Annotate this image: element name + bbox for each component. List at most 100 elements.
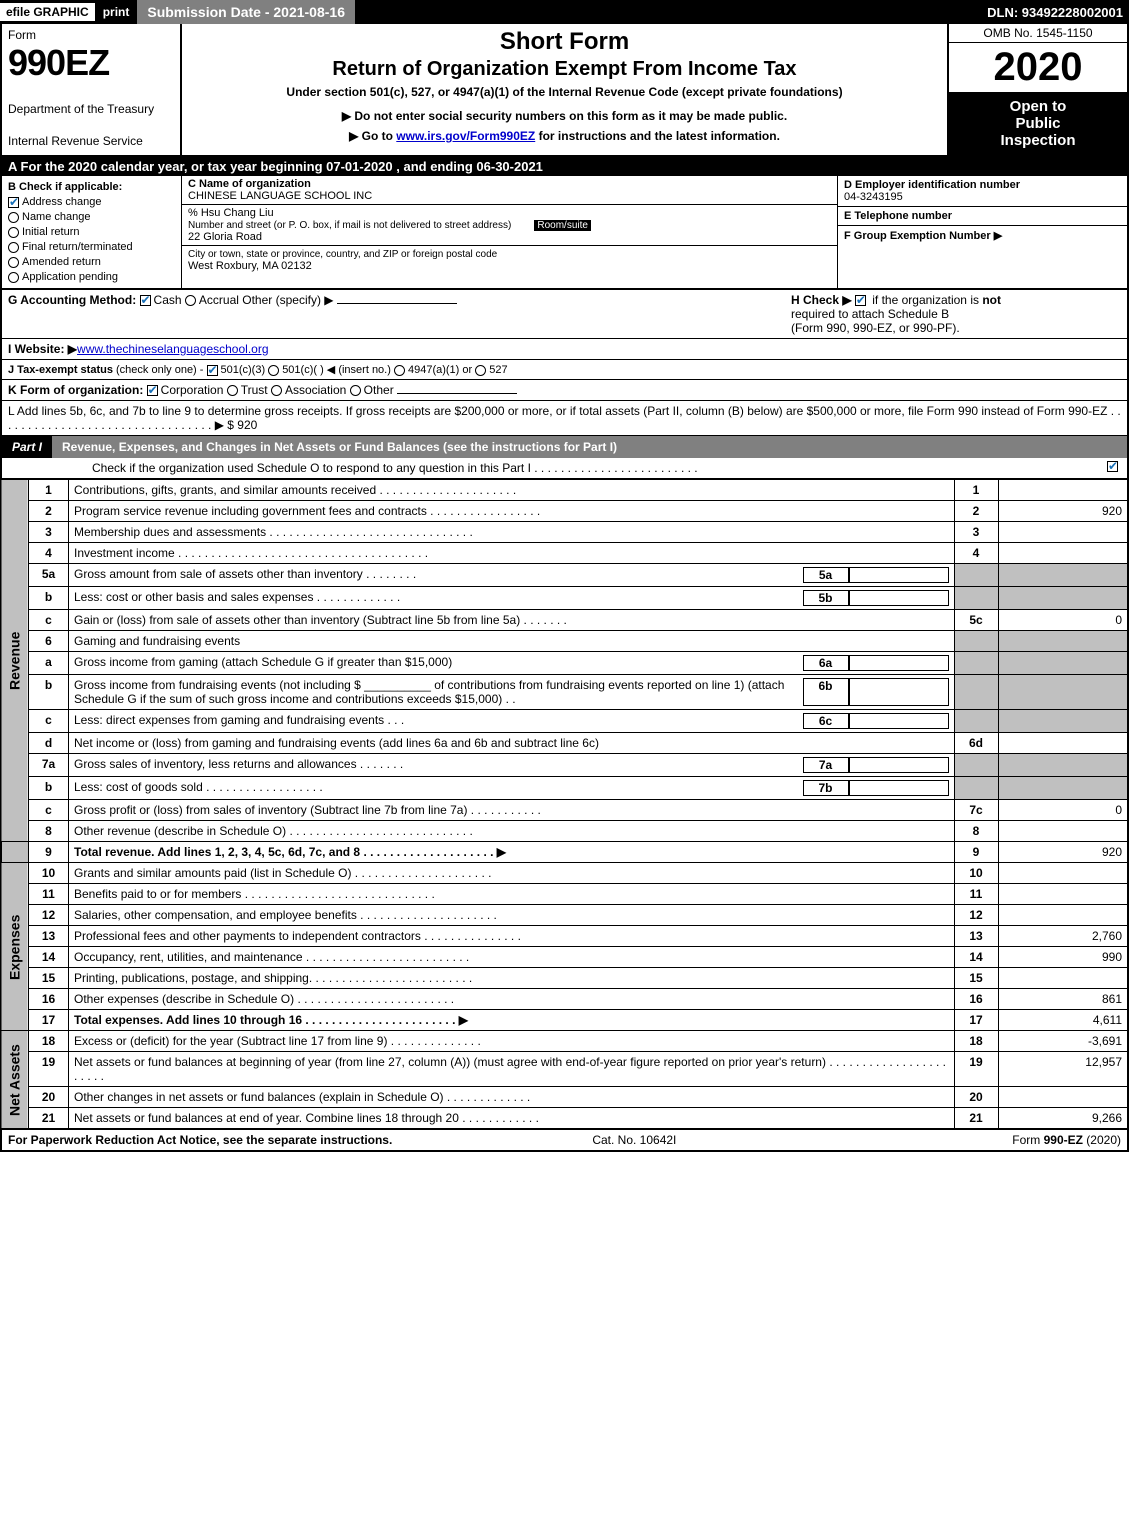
check-final-return[interactable] (8, 242, 19, 253)
check-501c3[interactable] (207, 365, 218, 376)
org-name-label: C Name of organization (188, 178, 311, 190)
dept-treasury: Department of the Treasury (8, 102, 174, 116)
line-8-val (998, 821, 1128, 842)
check-4947[interactable] (394, 365, 405, 376)
box-i: I Website: ▶www.thechineselanguageschool… (0, 339, 1129, 360)
line-14-lab: 14 (954, 947, 998, 968)
line-5b-text: Less: cost or other basis and sales expe… (69, 587, 955, 610)
form-word: Form (8, 28, 174, 42)
name-change-label: Name change (22, 211, 91, 223)
line-15-text: Printing, publications, postage, and shi… (69, 968, 955, 989)
line-7a-val (998, 754, 1128, 777)
print-link[interactable]: print (95, 5, 138, 19)
line-10-text: Grants and similar amounts paid (list in… (69, 863, 955, 884)
line-7a-num: 7a (29, 754, 69, 777)
line-6b-num: b (29, 675, 69, 710)
line-3-num: 3 (29, 522, 69, 543)
under-section: Under section 501(c), 527, or 4947(a)(1)… (190, 85, 939, 99)
ssn-warning: ▶ Do not enter social security numbers o… (190, 109, 939, 123)
line-5a-lab (954, 564, 998, 587)
submission-date: Submission Date - 2021-08-16 (137, 0, 355, 24)
line-3-lab: 3 (954, 522, 998, 543)
line-6b-val (998, 675, 1128, 710)
omb-number: OMB No. 1545-1150 (949, 24, 1127, 43)
line-18-lab: 18 (954, 1031, 998, 1052)
line-20-lab: 20 (954, 1087, 998, 1108)
efile-label: efile GRAPHIC (0, 3, 95, 21)
box-h-pre: H Check ▶ (791, 293, 855, 307)
check-cash[interactable] (140, 295, 151, 306)
line-2-lab: 2 (954, 501, 998, 522)
line-17-text: Total expenses. Add lines 10 through 16 … (69, 1010, 955, 1031)
check-association[interactable] (271, 385, 282, 396)
line-7b-val (998, 777, 1128, 800)
line-14-val: 990 (998, 947, 1128, 968)
check-other-org[interactable] (350, 385, 361, 396)
line-4-val (998, 543, 1128, 564)
group-exemption-label: F Group Exemption Number ▶ (844, 230, 1002, 242)
ein-value: 04-3243195 (844, 191, 903, 203)
line-20-text: Other changes in net assets or fund bala… (69, 1087, 955, 1108)
check-initial-return[interactable] (8, 227, 19, 238)
line-11-val (998, 884, 1128, 905)
form-number: 990EZ (8, 42, 174, 84)
line-19-val: 12,957 (998, 1052, 1128, 1087)
other-org-label: Other (364, 383, 394, 397)
check-accrual[interactable] (185, 295, 196, 306)
check-corporation[interactable] (147, 385, 158, 396)
info-grid: B Check if applicable: Address change Na… (0, 176, 1129, 290)
check-schedule-o[interactable] (1107, 461, 1118, 472)
final-return-label: Final return/terminated (22, 241, 133, 253)
line-11-text: Benefits paid to or for members . . . . … (69, 884, 955, 905)
line-19-text: Net assets or fund balances at beginning… (69, 1052, 955, 1087)
line-6c-val (998, 710, 1128, 733)
box-c: C Name of organizationCHINESE LANGUAGE S… (182, 176, 837, 288)
line-6d-lab: 6d (954, 733, 998, 754)
line-10-num: 10 (29, 863, 69, 884)
box-h-line3: (Form 990, 990-EZ, or 990-PF). (791, 321, 960, 335)
trust-label: Trust (241, 383, 268, 397)
goto-pre: ▶ Go to (349, 129, 396, 143)
line-11-lab: 11 (954, 884, 998, 905)
city-state-zip: West Roxbury, MA 02132 (188, 260, 312, 272)
check-amended-return[interactable] (8, 257, 19, 268)
check-501c[interactable] (268, 365, 279, 376)
check-name-change[interactable] (8, 212, 19, 223)
box-h: H Check ▶ if the organization is not req… (791, 293, 1121, 335)
schedule-o-check-text: Check if the organization used Schedule … (92, 461, 698, 475)
line-6d-val (998, 733, 1128, 754)
box-l: L Add lines 5b, 6c, and 7b to line 9 to … (0, 401, 1129, 436)
tax-exempt-label: J Tax-exempt status (8, 364, 113, 376)
line-5c-val: 0 (998, 610, 1128, 631)
line-15-num: 15 (29, 968, 69, 989)
website-link[interactable]: www.thechineselanguageschool.org (77, 342, 268, 356)
box-h-not: not (982, 293, 1001, 307)
line-1-lab: 1 (954, 480, 998, 501)
check-schedule-b[interactable] (855, 295, 866, 306)
top-bar: efile GRAPHIC print Submission Date - 20… (0, 0, 1129, 24)
line-4-num: 4 (29, 543, 69, 564)
line-2-text: Program service revenue including govern… (69, 501, 955, 522)
line-6-lab (954, 631, 998, 652)
line-4-text: Investment income . . . . . . . . . . . … (69, 543, 955, 564)
line-20-num: 20 (29, 1087, 69, 1108)
irs-link[interactable]: www.irs.gov/Form990EZ (396, 129, 535, 143)
box-k: K Form of organization: Corporation Trus… (0, 380, 1129, 401)
net-assets-tab: Net Assets (1, 1031, 29, 1129)
tax-year: 2020 (949, 43, 1127, 92)
line-9-text: Total revenue. Add lines 1, 2, 3, 4, 5c,… (69, 842, 955, 863)
website-label: I Website: ▶ (8, 342, 77, 356)
line-16-val: 861 (998, 989, 1128, 1010)
return-title: Return of Organization Exempt From Incom… (190, 58, 939, 81)
line-3-text: Membership dues and assessments . . . . … (69, 522, 955, 543)
check-address-change[interactable] (8, 197, 19, 208)
care-of: % Hsu Chang Liu (188, 207, 274, 219)
line-5a-val (998, 564, 1128, 587)
form-of-org-label: K Form of organization: (8, 383, 143, 397)
check-trust[interactable] (227, 385, 238, 396)
check-application-pending[interactable] (8, 272, 19, 283)
check-527[interactable] (475, 365, 486, 376)
amended-return-label: Amended return (22, 256, 101, 268)
line-7b-num: b (29, 777, 69, 800)
line-6-val (998, 631, 1128, 652)
